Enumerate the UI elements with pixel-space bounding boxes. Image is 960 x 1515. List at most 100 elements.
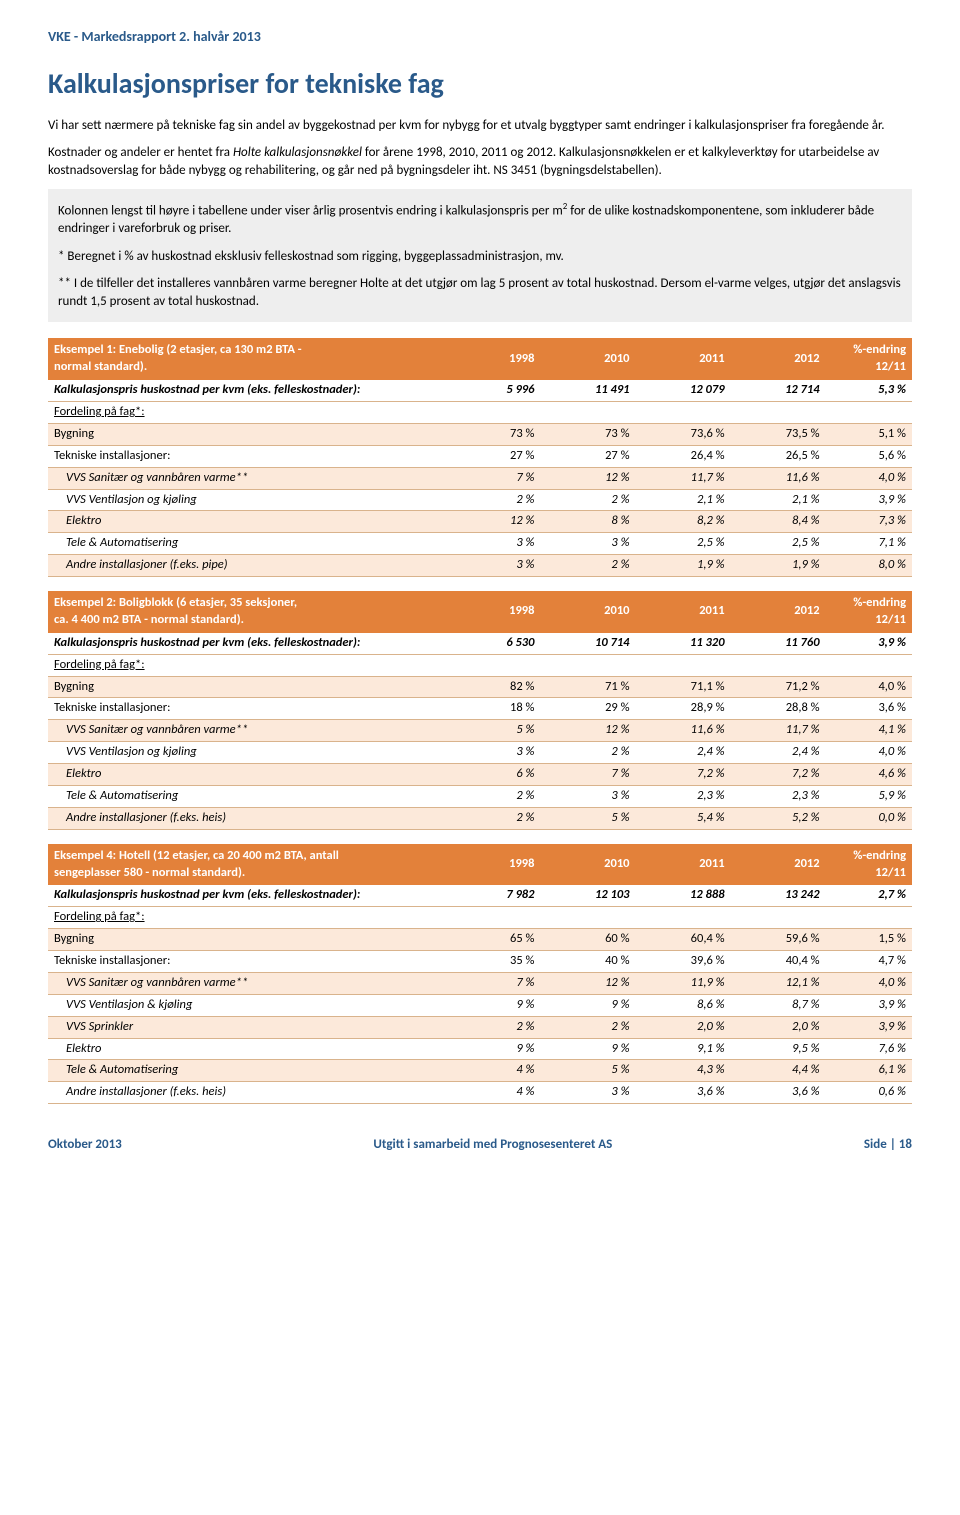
cell [445, 907, 540, 929]
cell: Andre installasjoner (f.eks. heis) [48, 807, 445, 829]
cell [731, 654, 826, 676]
cell: Tele & Automatisering [48, 785, 445, 807]
cell: VVS Sanitær og vannbåren varme** [48, 720, 445, 742]
cell: 2,3 % [636, 785, 731, 807]
table-row: VVS Ventilasjon og kjøling3 %2 %2,4 %2,4… [48, 742, 912, 764]
cell: 11,9 % [636, 972, 731, 994]
info-box: Kolonnen lengst til høyre i tabellene un… [48, 189, 912, 322]
cell: 12 103 [540, 885, 635, 906]
table-row: Tele & Automatisering2 %3 %2,3 %2,3 %5,9… [48, 785, 912, 807]
cell: 59,6 % [731, 929, 826, 951]
cell: 28,8 % [731, 698, 826, 720]
cell: 35 % [445, 951, 540, 973]
table-row: VVS Sprinkler2 %2 %2,0 %2,0 %3,9 % [48, 1016, 912, 1038]
cell: 2,3 % [731, 785, 826, 807]
cell: 4,0 % [826, 742, 912, 764]
table-row: VVS Sanitær og vannbåren varme**7 %12 %1… [48, 467, 912, 489]
cell: Fordeling på fag*: [48, 402, 445, 424]
cell: Andre installasjoner (f.eks. pipe) [48, 555, 445, 577]
cell: 3,6 % [826, 698, 912, 720]
t2-title-l2: ca. 4 400 m2 BTA - normal standard). [54, 612, 244, 627]
cell [540, 907, 635, 929]
cell [826, 402, 912, 424]
cell: 4,1 % [826, 720, 912, 742]
cell: VVS Sanitær og vannbåren varme** [48, 972, 445, 994]
cell: 12,1 % [731, 972, 826, 994]
cell: Tekniske installasjoner: [48, 445, 445, 467]
table-row: Kalkulasjonspris huskostnad per kvm (eks… [48, 380, 912, 401]
cell: 2 % [445, 489, 540, 511]
col-pct: %-endring 12/11 [826, 844, 912, 886]
cell: 8,6 % [636, 994, 731, 1016]
cell: 12 888 [636, 885, 731, 906]
cell: 40 % [540, 951, 635, 973]
cell: 11 320 [636, 633, 731, 654]
table-row: Tekniske installasjoner:18 %29 %28,9 %28… [48, 698, 912, 720]
cell: 3,9 % [826, 1016, 912, 1038]
cell: VVS Ventilasjon og kjøling [48, 489, 445, 511]
intro-p2: Kostnader og andeler er hentet fra Holte… [48, 144, 912, 179]
cell: 39,6 % [636, 951, 731, 973]
cell: 5 % [445, 720, 540, 742]
cell: 4,4 % [731, 1060, 826, 1082]
cell: 9 % [445, 994, 540, 1016]
cell: 7,1 % [826, 533, 912, 555]
col-pct-l1: %-endring [853, 595, 906, 610]
cell: 60,4 % [636, 929, 731, 951]
cell: 7,3 % [826, 511, 912, 533]
cell: 11 491 [540, 380, 635, 401]
cell: 8 % [540, 511, 635, 533]
table-row: Fordeling på fag*: [48, 402, 912, 424]
table-enebolig: Eksempel 1: Enebolig (2 etasjer, ca 130 … [48, 338, 912, 577]
table-row: Tekniske installasjoner:27 %27 %26,4 %26… [48, 445, 912, 467]
cell: 4,7 % [826, 951, 912, 973]
t3-title: Eksempel 4: Hotell (12 etasjer, ca 20 40… [48, 844, 445, 886]
cell: 9,5 % [731, 1038, 826, 1060]
cell: Fordeling på fag*: [48, 654, 445, 676]
cell [731, 907, 826, 929]
cell: 3 % [540, 1082, 635, 1104]
cell: 10 714 [540, 633, 635, 654]
cell: 5,9 % [826, 785, 912, 807]
cell: Kalkulasjonspris huskostnad per kvm (eks… [48, 885, 445, 906]
cell: 73,5 % [731, 423, 826, 445]
cell: 3 % [540, 785, 635, 807]
table-row: Bygning65 %60 %60,4 %59,6 %1,5 % [48, 929, 912, 951]
cell: 82 % [445, 676, 540, 698]
cell: 4 % [445, 1082, 540, 1104]
col-2012: 2012 [731, 338, 826, 380]
table-row: Andre installasjoner (f.eks. pipe)3 %2 %… [48, 555, 912, 577]
cell: 11,6 % [731, 467, 826, 489]
table-row: Tele & Automatisering3 %3 %2,5 %2,5 %7,1… [48, 533, 912, 555]
col-2011: 2011 [636, 844, 731, 886]
cell: 71,1 % [636, 676, 731, 698]
cell: 28,9 % [636, 698, 731, 720]
cell: 3 % [445, 533, 540, 555]
col-2010: 2010 [540, 844, 635, 886]
cell [636, 402, 731, 424]
cell: 12 % [540, 972, 635, 994]
cell: 6,1 % [826, 1060, 912, 1082]
cell: 7 982 [445, 885, 540, 906]
col-pct: %-endring 12/11 [826, 591, 912, 633]
cell: 9,1 % [636, 1038, 731, 1060]
cell: Bygning [48, 423, 445, 445]
cell: Fordeling på fag*: [48, 907, 445, 929]
cell: 71,2 % [731, 676, 826, 698]
table-row: Elektro12 %8 %8,2 %8,4 %7,3 % [48, 511, 912, 533]
cell: 7,2 % [636, 764, 731, 786]
cell: 8,4 % [731, 511, 826, 533]
col-pct-l1: %-endring [853, 342, 906, 357]
table-row: VVS Ventilasjon & kjøling9 %9 %8,6 %8,7 … [48, 994, 912, 1016]
cell: 2,1 % [636, 489, 731, 511]
intro-p2a: Kostnader og andeler er hentet fra [48, 145, 233, 160]
table-row: Kalkulasjonspris huskostnad per kvm (eks… [48, 885, 912, 906]
t3-title-l1: Eksempel 4: Hotell (12 etasjer, ca 20 40… [54, 848, 339, 863]
footer-date: Oktober 2013 [48, 1136, 122, 1154]
table-row: Tele & Automatisering4 %5 %4,3 %4,4 %6,1… [48, 1060, 912, 1082]
cell: 11,7 % [731, 720, 826, 742]
cell: 1,9 % [636, 555, 731, 577]
col-1998: 1998 [445, 844, 540, 886]
info-p1a: Kolonnen lengst til høyre i tabellene un… [58, 204, 563, 219]
cell: 5 % [540, 1060, 635, 1082]
